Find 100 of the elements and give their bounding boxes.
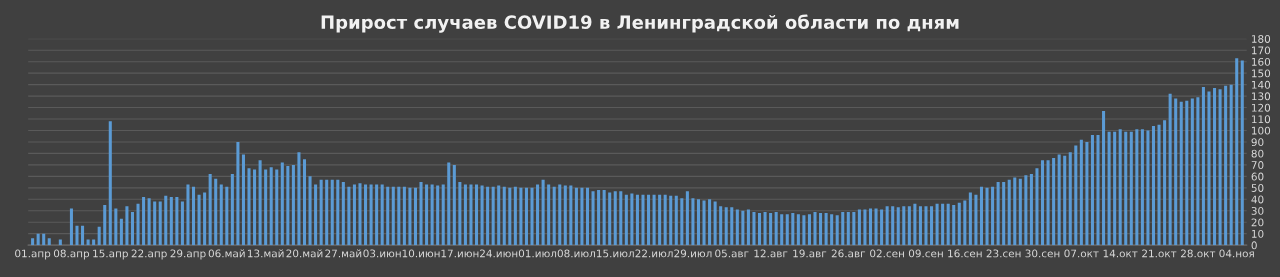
bar [364, 184, 368, 246]
bar [996, 182, 1000, 246]
bar [696, 199, 700, 246]
bar [952, 205, 956, 246]
bar [347, 186, 351, 246]
bar [1179, 101, 1183, 246]
bar [1002, 182, 1006, 246]
bar [741, 210, 745, 246]
bar [819, 213, 823, 246]
bar [719, 206, 723, 246]
bar [436, 185, 440, 246]
y-tick-label: 180 [1252, 35, 1271, 43]
bar [1163, 120, 1167, 246]
bar [513, 186, 517, 246]
bar [641, 194, 645, 246]
x-tick-label: 14.окт [1103, 249, 1138, 258]
bar [824, 213, 828, 246]
x-tick-label: 15.июл [597, 249, 634, 258]
bar [1135, 129, 1139, 246]
bar [1151, 125, 1156, 246]
bar [585, 187, 590, 246]
bar [447, 162, 451, 246]
bar [857, 209, 861, 246]
bar [114, 208, 118, 246]
bar [1085, 141, 1089, 246]
bar [563, 185, 567, 246]
bar [524, 187, 528, 246]
bar [191, 186, 196, 246]
bar [880, 209, 884, 246]
bar [608, 192, 612, 246]
bar [746, 209, 750, 246]
x-tick-label: 17.июн [441, 249, 479, 258]
bar [830, 214, 834, 246]
bar [813, 211, 817, 246]
y-tick-label: 0 [1251, 241, 1257, 250]
bar [302, 159, 307, 246]
y-tick-label: 30 [1251, 206, 1264, 215]
bar [1057, 154, 1061, 246]
y-tick-label: 100 [1252, 126, 1271, 135]
bar [469, 184, 473, 246]
x-tick-label: 29.июл [674, 249, 712, 258]
bar [918, 206, 922, 246]
x-tick-label: 28.окт [1181, 249, 1216, 258]
bar [247, 168, 251, 246]
bar [197, 194, 201, 246]
bar [752, 211, 756, 246]
bar [86, 239, 90, 246]
bar [619, 191, 623, 246]
bar [930, 206, 934, 246]
bar [241, 154, 245, 246]
bar [1118, 129, 1122, 246]
y-tick-label: 80 [1251, 149, 1264, 158]
x-tick-label: 20.май [286, 249, 323, 258]
y-tick-label: 150 [1252, 69, 1271, 78]
bar [386, 186, 390, 246]
bar [757, 213, 762, 246]
bar [1024, 175, 1028, 246]
bar [1157, 124, 1161, 246]
bar [896, 207, 900, 246]
bar [142, 196, 146, 246]
bar [280, 162, 284, 246]
x-tick-label: 09.сен [908, 249, 943, 258]
bar [169, 196, 173, 246]
bar [946, 203, 950, 246]
bar [1224, 85, 1228, 246]
y-tick-label: 20 [1251, 218, 1264, 227]
x-tick-label: 06.май [208, 249, 245, 258]
bar [785, 214, 789, 246]
bar [868, 208, 873, 246]
bar [835, 215, 839, 246]
bar [452, 164, 456, 246]
bar [558, 184, 562, 246]
bar [591, 191, 595, 246]
bar [902, 206, 906, 246]
x-tick-label: 12.авг [754, 249, 788, 258]
bar [458, 182, 462, 246]
bar [508, 187, 512, 246]
bar [375, 184, 379, 246]
bar [913, 203, 917, 246]
bar [1102, 111, 1106, 246]
x-tick-label: 02.сен [870, 249, 904, 258]
bar [264, 169, 268, 246]
bar [430, 184, 434, 246]
bar [796, 214, 800, 246]
bar [963, 200, 967, 246]
bar [1040, 160, 1045, 246]
bar [136, 203, 140, 246]
bar [1013, 177, 1017, 246]
bar [180, 201, 184, 246]
x-tick-label: 03.июн [363, 249, 401, 258]
bar [330, 179, 334, 246]
x-tick-label: 01.июл [518, 249, 557, 258]
bar [1207, 91, 1211, 246]
bar [214, 178, 218, 246]
bar [175, 196, 179, 246]
bar [341, 182, 345, 246]
bar [336, 179, 340, 246]
bar [69, 208, 73, 246]
bar [125, 206, 129, 246]
bar [713, 201, 717, 246]
